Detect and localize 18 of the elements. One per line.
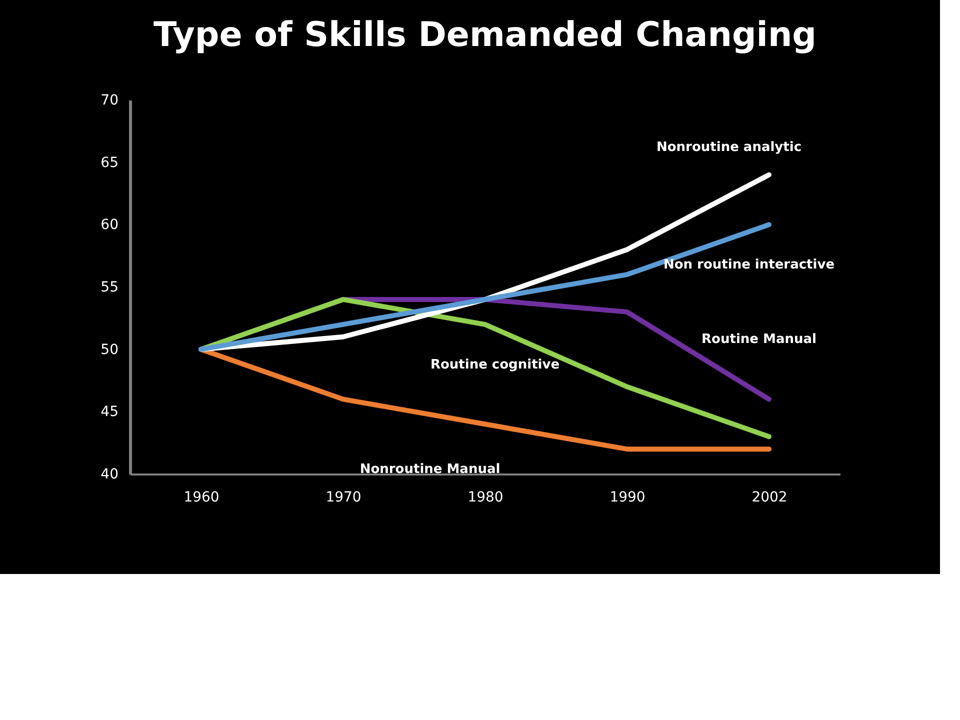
x-tick-label: 2002	[752, 490, 788, 506]
y-tick-label: 50	[100, 342, 118, 358]
series-label: Non routine interactive	[663, 258, 835, 273]
y-tick-label: 70	[100, 92, 118, 108]
y-tick-label: 65	[100, 154, 118, 171]
x-tick-label: 1960	[184, 490, 220, 506]
y-tick-label: 40	[100, 466, 118, 482]
y-tick-label: 45	[100, 404, 118, 420]
chart-title: Type of Skills Demanded Changing	[154, 15, 816, 55]
series-label: Routine Manual	[702, 332, 816, 348]
x-tick-label: 1990	[610, 490, 646, 506]
y-tick-label: 55	[100, 280, 118, 296]
y-tick-label: 60	[100, 217, 118, 234]
text: Nonroutine Manual	[360, 462, 500, 478]
series-label: Routine cognitive	[430, 357, 560, 372]
x-tick-label: 1980	[468, 490, 504, 506]
x-tick-label: 1970	[326, 490, 362, 506]
text: Nonroutine analytic	[656, 140, 802, 155]
